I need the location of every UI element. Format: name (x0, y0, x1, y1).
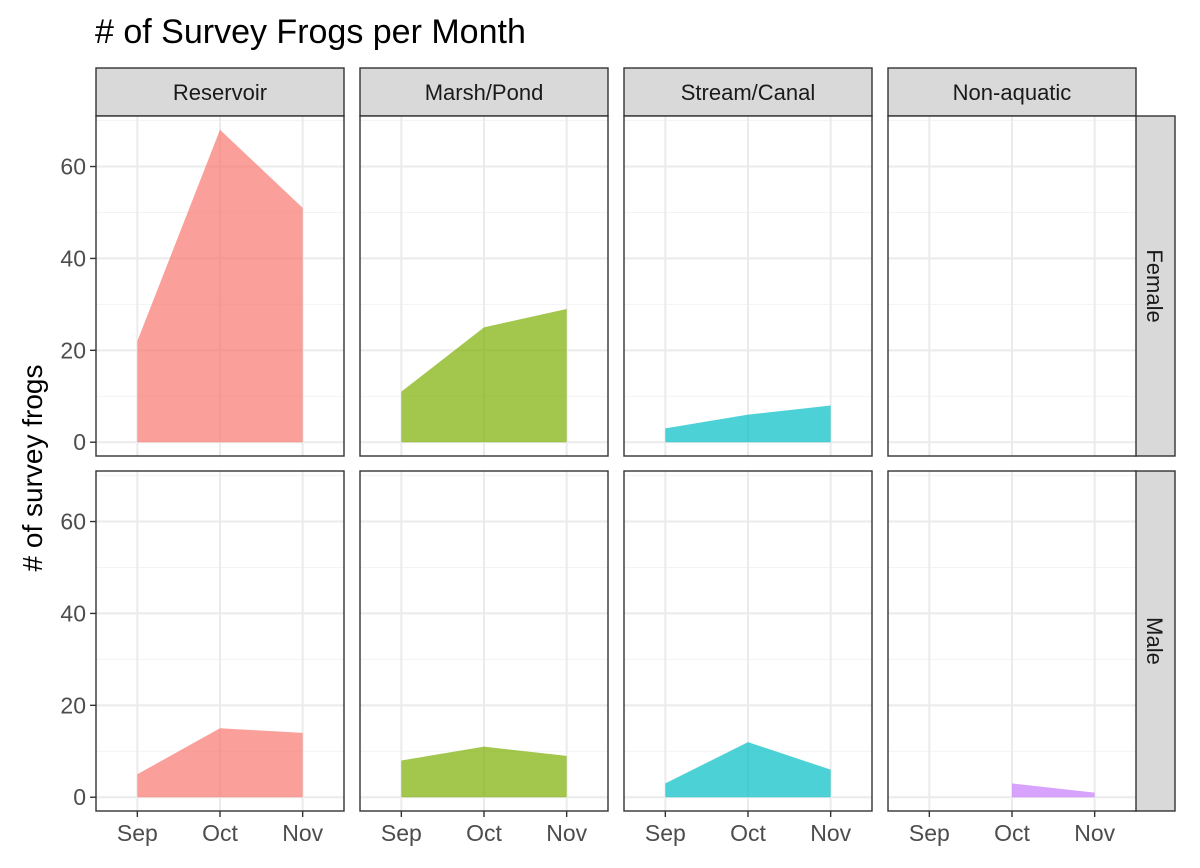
area-marsh-pond-female (401, 308, 567, 443)
strip-female (1134, 115, 1176, 457)
x-tick-label: Sep (117, 820, 158, 846)
x-tick-label: Oct (202, 820, 238, 846)
area-non-aquatic-male (1012, 783, 1095, 798)
area-marsh-pond-male (401, 746, 567, 798)
strip-label-female: Female (1142, 249, 1167, 322)
strip-label-reservoir: Reservoir (173, 80, 267, 105)
x-tick-label: Nov (546, 820, 587, 846)
area-stream-canal-female (665, 405, 831, 443)
y-tick-label: 40 (60, 600, 86, 626)
x-tick-label: Oct (466, 820, 502, 846)
area-reservoir-male (137, 728, 303, 798)
y-tick-label: 0 (73, 429, 86, 455)
strip-label-male: Male (1142, 617, 1167, 665)
y-tick-label: 60 (60, 154, 86, 180)
x-tick-label: Nov (282, 820, 323, 846)
x-tick-label: Nov (810, 820, 851, 846)
y-axis-label: # of survey frogs (17, 365, 48, 572)
chart-title: # of Survey Frogs per Month (95, 13, 526, 51)
area-stream-canal-male (665, 742, 831, 798)
x-tick-label: Sep (645, 820, 686, 846)
x-tick-label: Oct (994, 820, 1030, 846)
x-tick-label: Nov (1074, 820, 1115, 846)
panel-stream-canal-female-border (623, 115, 873, 457)
y-tick-label: 0 (73, 784, 86, 810)
strip-label-non-aquatic: Non-aquatic (953, 80, 1072, 105)
area-reservoir-female (137, 129, 303, 443)
strip-stream-canal (623, 67, 873, 117)
x-tick-label: Sep (909, 820, 950, 846)
strip-marsh-pond (359, 67, 609, 117)
strip-label-marsh-pond: Marsh/Pond (425, 80, 544, 105)
x-tick-label: Oct (730, 820, 766, 846)
strip-label-stream-canal: Stream/Canal (681, 80, 816, 105)
panel-marsh-pond-female-border (359, 115, 609, 457)
y-tick-label: 20 (60, 692, 86, 718)
strip-non-aquatic (887, 67, 1137, 117)
x-tick-label: Sep (381, 820, 422, 846)
y-tick-label: 20 (60, 337, 86, 363)
y-tick-label: 40 (60, 245, 86, 271)
panel-non-aquatic-female-border (887, 115, 1137, 457)
y-tick-label: 60 (60, 509, 86, 535)
panel-reservoir-female-border (95, 115, 345, 457)
strip-reservoir (95, 67, 345, 117)
